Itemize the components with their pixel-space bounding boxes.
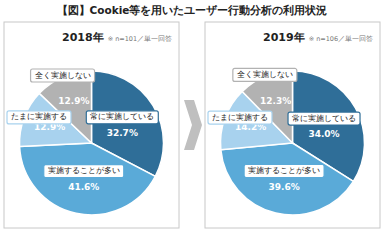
panel-title: 2018年 (62, 31, 104, 44)
panel-frame (205, 22, 380, 228)
labels: 32.7%常に実施している41.6%実施することが多い12.9%たまに実施する1… (7, 69, 158, 192)
category-label: たまに実施する (11, 112, 67, 121)
panel-subtitle: ※ n=101／単一回答 (108, 35, 173, 43)
category-label: 全く実施しない (237, 70, 293, 79)
pie-slice (221, 143, 354, 215)
data-label: 39.6% (268, 182, 299, 192)
pie (220, 71, 364, 215)
category-box (7, 111, 71, 124)
category-label: 実施することが多い (248, 166, 320, 175)
category-box (233, 68, 297, 81)
category-box (288, 112, 360, 125)
category-box (44, 165, 124, 178)
pie-panel: 2019年 ※ n=106／単一回答 34.0% 常に実施している 39.6% 実施するこ… (205, 22, 380, 228)
category-label: 常に実施している (292, 114, 356, 123)
category-label: 実施することが多い (48, 166, 120, 175)
panel-title: 2019年 (263, 31, 305, 44)
category-label: たまに実施する (212, 113, 268, 122)
data-label: 12.3% (260, 96, 291, 106)
data-label: 12.9% (58, 96, 89, 106)
panel-subtitle: ※ n=106／単一回答 (309, 35, 374, 43)
pie (19, 71, 163, 215)
pie-panel: 2018年 ※ n=101／単一回答 32.7% 常に実施している 41.6% 実施するこ… (4, 22, 179, 228)
chart-root: 【図】Cookie等を用いたユーザー行動分析の利用状況 2018年 ※ n=101／… (0, 0, 384, 231)
category-box (244, 165, 324, 178)
category-label: 全く実施しない (35, 71, 91, 80)
title: 【図】Cookie等を用いたユーザー行動分析の利用状況 (57, 4, 328, 16)
data-label: 32.7% (107, 128, 138, 138)
category-box (31, 69, 95, 82)
category-box (86, 111, 158, 124)
category-box (208, 111, 272, 124)
labels: 34.0%常に実施している39.6%実施することが多い14.2%たまに実施する1… (208, 68, 360, 191)
category-label: 常に実施している (90, 112, 154, 121)
pie-slice (20, 143, 156, 215)
arrow (184, 100, 202, 150)
panel-frame (4, 22, 179, 228)
data-label: 34.0% (308, 129, 339, 139)
data-label: 41.6% (68, 182, 99, 192)
